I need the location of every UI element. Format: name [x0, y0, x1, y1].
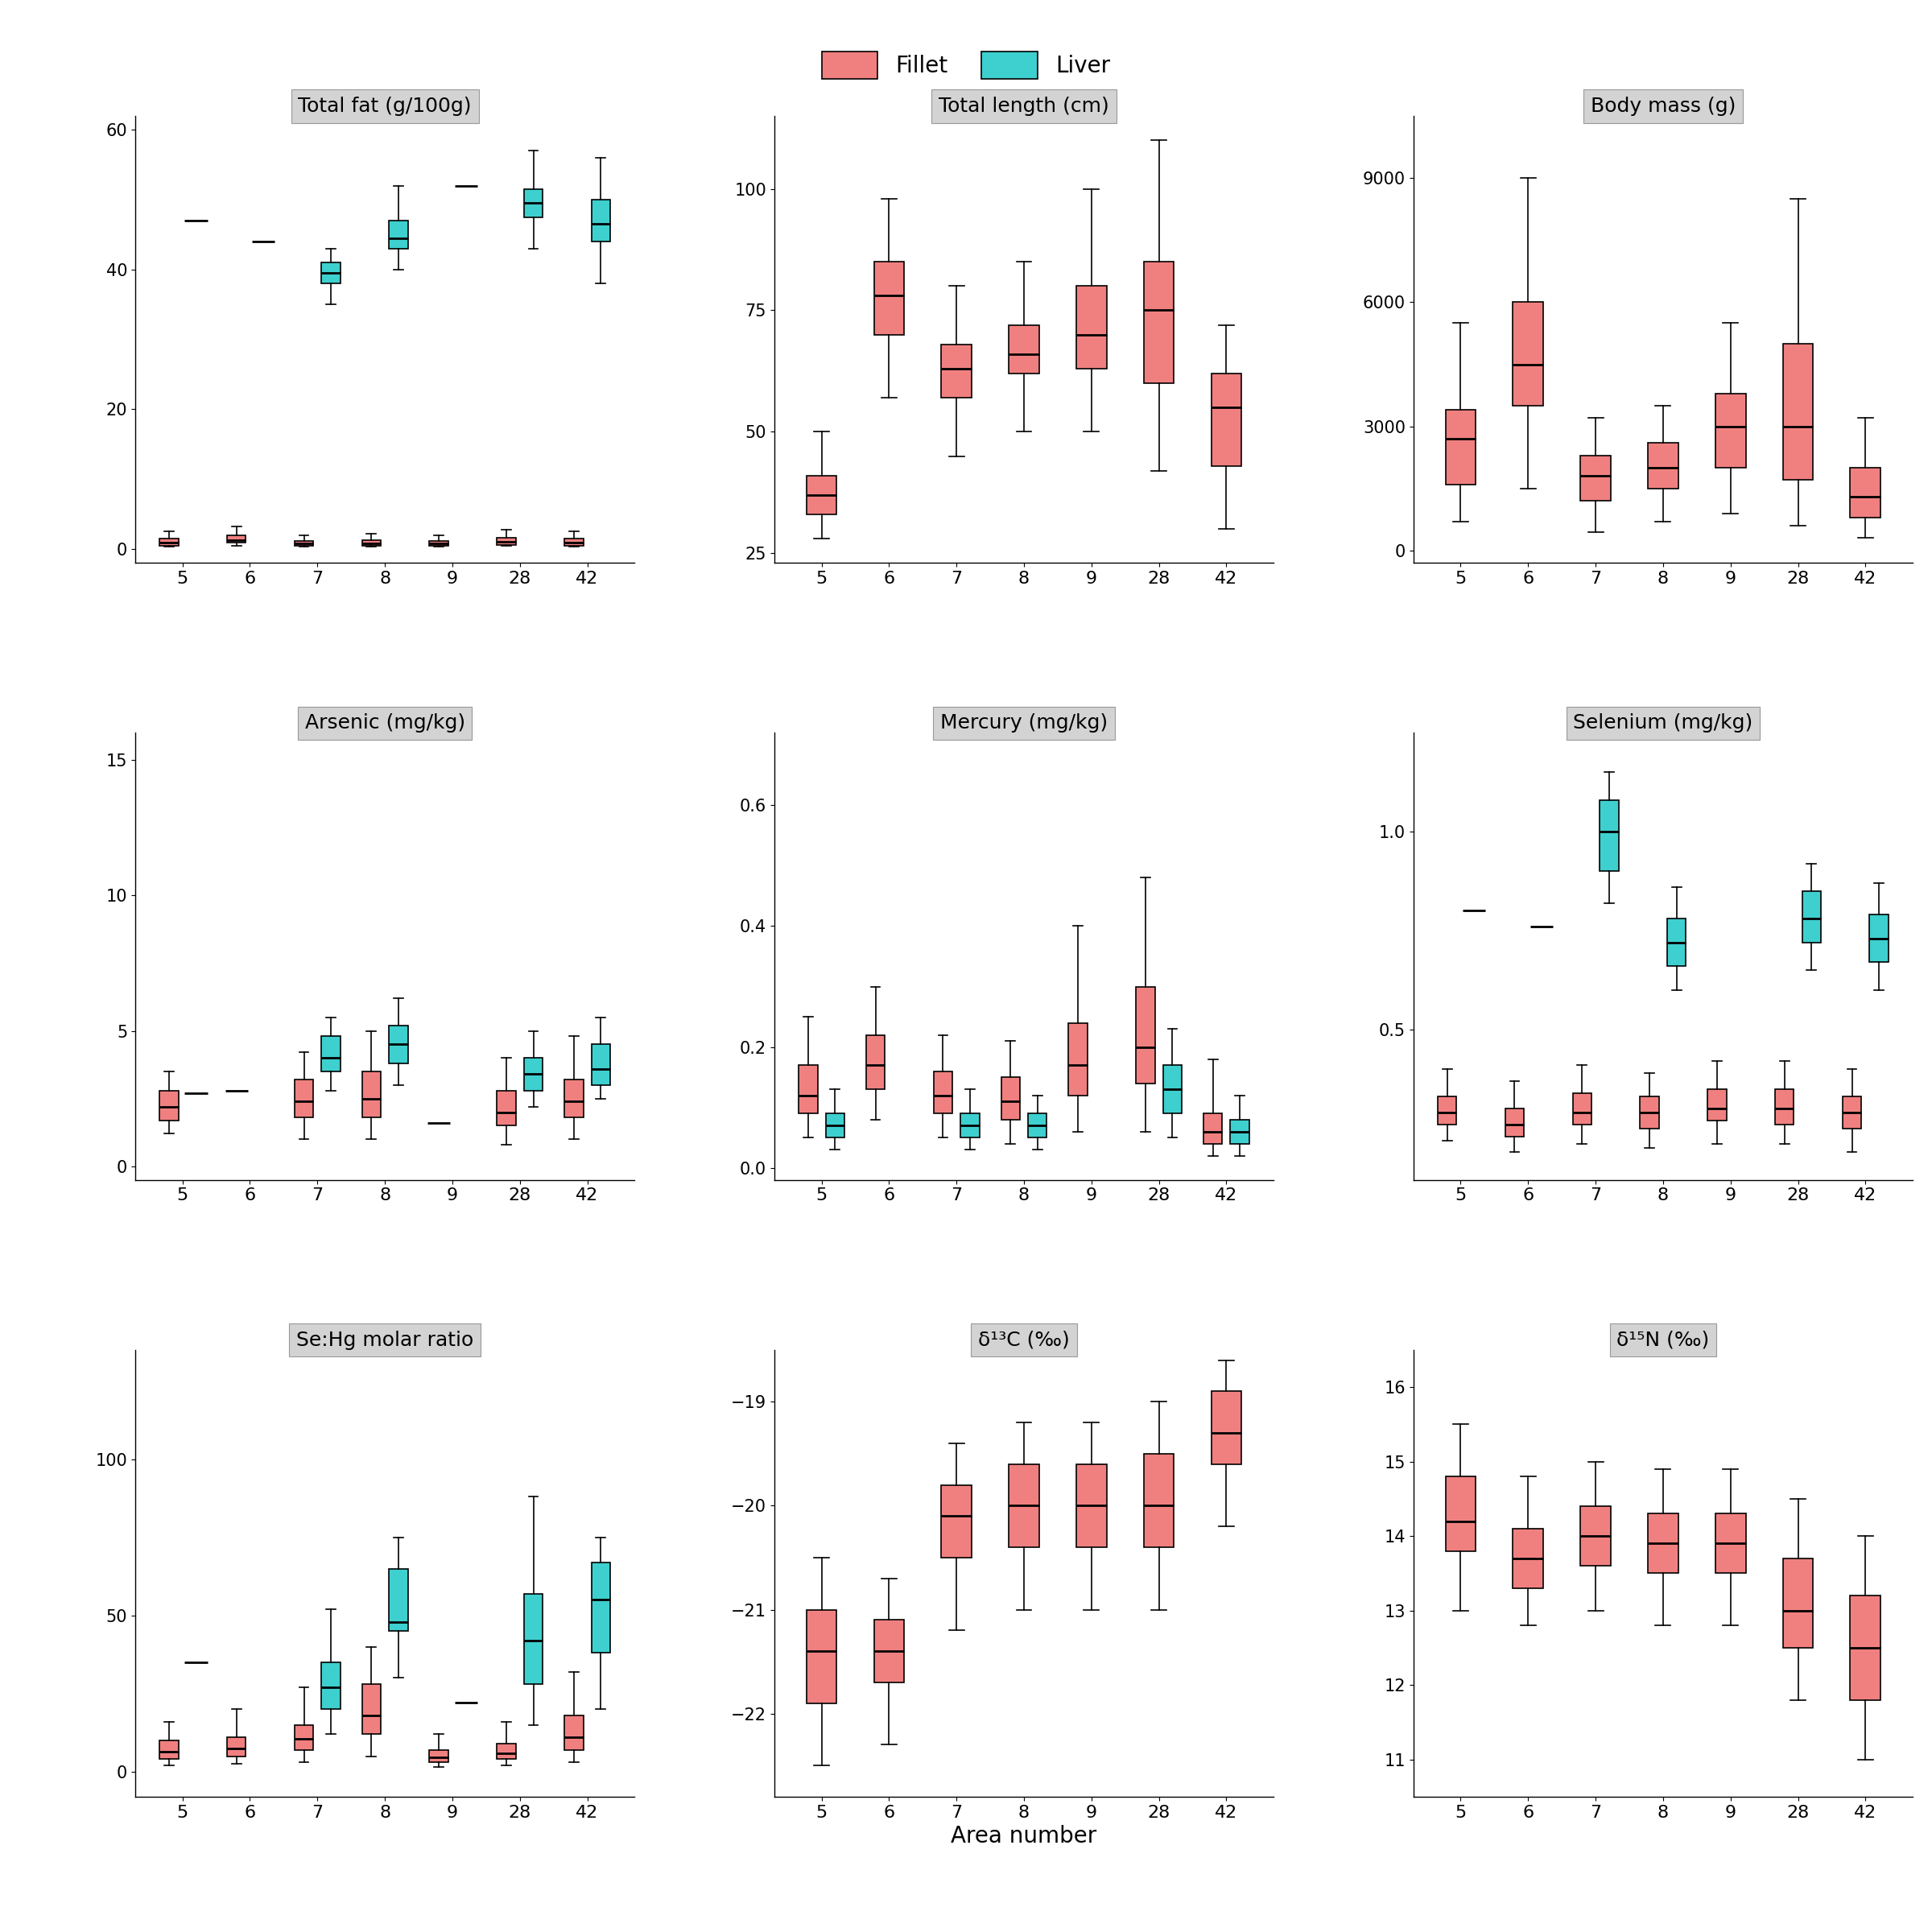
- PathPatch shape: [1076, 286, 1107, 369]
- Title: δ¹³C (‰): δ¹³C (‰): [978, 1331, 1070, 1350]
- PathPatch shape: [524, 1594, 543, 1685]
- PathPatch shape: [1851, 1596, 1880, 1700]
- Legend: Fillet, Liver: Fillet, Liver: [811, 41, 1121, 89]
- PathPatch shape: [361, 1685, 381, 1735]
- Title: Total fat (g/100g): Total fat (g/100g): [298, 97, 471, 116]
- PathPatch shape: [1776, 1090, 1795, 1124]
- PathPatch shape: [1783, 1559, 1812, 1648]
- PathPatch shape: [321, 263, 340, 284]
- PathPatch shape: [497, 1090, 516, 1126]
- PathPatch shape: [524, 1059, 543, 1090]
- PathPatch shape: [1667, 920, 1687, 966]
- PathPatch shape: [1163, 1065, 1182, 1113]
- PathPatch shape: [160, 1090, 178, 1121]
- PathPatch shape: [1204, 1113, 1223, 1144]
- PathPatch shape: [1076, 1464, 1107, 1548]
- PathPatch shape: [160, 539, 178, 545]
- PathPatch shape: [866, 1036, 885, 1090]
- PathPatch shape: [564, 1080, 583, 1117]
- PathPatch shape: [1580, 1507, 1611, 1565]
- PathPatch shape: [1803, 891, 1822, 943]
- PathPatch shape: [524, 189, 543, 216]
- PathPatch shape: [806, 475, 837, 514]
- PathPatch shape: [1028, 1113, 1047, 1138]
- PathPatch shape: [564, 539, 583, 545]
- PathPatch shape: [1851, 468, 1880, 518]
- PathPatch shape: [564, 1716, 583, 1750]
- PathPatch shape: [1716, 1513, 1747, 1573]
- PathPatch shape: [941, 1486, 972, 1557]
- PathPatch shape: [294, 541, 313, 545]
- PathPatch shape: [1136, 987, 1155, 1084]
- PathPatch shape: [873, 1621, 904, 1683]
- PathPatch shape: [361, 1072, 381, 1117]
- PathPatch shape: [1009, 1464, 1039, 1548]
- PathPatch shape: [591, 1563, 611, 1654]
- PathPatch shape: [1870, 914, 1888, 962]
- PathPatch shape: [497, 537, 516, 545]
- PathPatch shape: [806, 1609, 837, 1704]
- PathPatch shape: [960, 1113, 980, 1138]
- Title: Mercury (mg/kg): Mercury (mg/kg): [941, 713, 1107, 732]
- PathPatch shape: [1211, 1391, 1242, 1464]
- PathPatch shape: [1648, 1513, 1679, 1573]
- PathPatch shape: [1580, 456, 1611, 500]
- PathPatch shape: [1513, 301, 1544, 406]
- PathPatch shape: [388, 1026, 408, 1063]
- PathPatch shape: [321, 1036, 340, 1072]
- PathPatch shape: [1445, 410, 1476, 485]
- PathPatch shape: [1211, 373, 1242, 466]
- PathPatch shape: [1068, 1022, 1088, 1095]
- PathPatch shape: [1009, 325, 1039, 373]
- PathPatch shape: [1640, 1097, 1660, 1128]
- PathPatch shape: [1445, 1476, 1476, 1551]
- PathPatch shape: [321, 1662, 340, 1710]
- PathPatch shape: [361, 539, 381, 545]
- PathPatch shape: [429, 1750, 448, 1762]
- PathPatch shape: [1144, 261, 1175, 383]
- PathPatch shape: [1573, 1094, 1592, 1124]
- PathPatch shape: [388, 220, 408, 249]
- PathPatch shape: [591, 1045, 611, 1086]
- PathPatch shape: [429, 541, 448, 545]
- PathPatch shape: [226, 1737, 245, 1756]
- PathPatch shape: [1505, 1109, 1524, 1136]
- Title: Se:Hg molar ratio: Se:Hg molar ratio: [296, 1331, 473, 1350]
- PathPatch shape: [1231, 1119, 1250, 1144]
- Title: Arsenic (mg/kg): Arsenic (mg/kg): [305, 713, 466, 732]
- PathPatch shape: [1513, 1528, 1544, 1588]
- PathPatch shape: [1708, 1090, 1727, 1121]
- Title: δ¹⁵N (‰): δ¹⁵N (‰): [1617, 1331, 1710, 1350]
- PathPatch shape: [1600, 800, 1619, 871]
- PathPatch shape: [591, 199, 611, 242]
- PathPatch shape: [1783, 344, 1812, 481]
- PathPatch shape: [933, 1070, 952, 1113]
- PathPatch shape: [497, 1743, 516, 1760]
- PathPatch shape: [294, 1080, 313, 1117]
- X-axis label: Area number: Area number: [951, 1826, 1097, 1847]
- PathPatch shape: [873, 261, 904, 334]
- Title: Selenium (mg/kg): Selenium (mg/kg): [1573, 713, 1752, 732]
- PathPatch shape: [226, 535, 245, 543]
- PathPatch shape: [294, 1725, 313, 1750]
- Title: Body mass (g): Body mass (g): [1590, 97, 1735, 116]
- PathPatch shape: [1716, 394, 1747, 468]
- PathPatch shape: [388, 1569, 408, 1631]
- PathPatch shape: [160, 1741, 178, 1760]
- PathPatch shape: [1144, 1453, 1175, 1548]
- Title: Total length (cm): Total length (cm): [939, 97, 1109, 116]
- PathPatch shape: [1843, 1097, 1861, 1128]
- PathPatch shape: [825, 1113, 844, 1138]
- PathPatch shape: [1648, 442, 1679, 489]
- PathPatch shape: [798, 1065, 817, 1113]
- PathPatch shape: [941, 344, 972, 398]
- PathPatch shape: [1001, 1078, 1020, 1119]
- PathPatch shape: [1437, 1097, 1457, 1124]
